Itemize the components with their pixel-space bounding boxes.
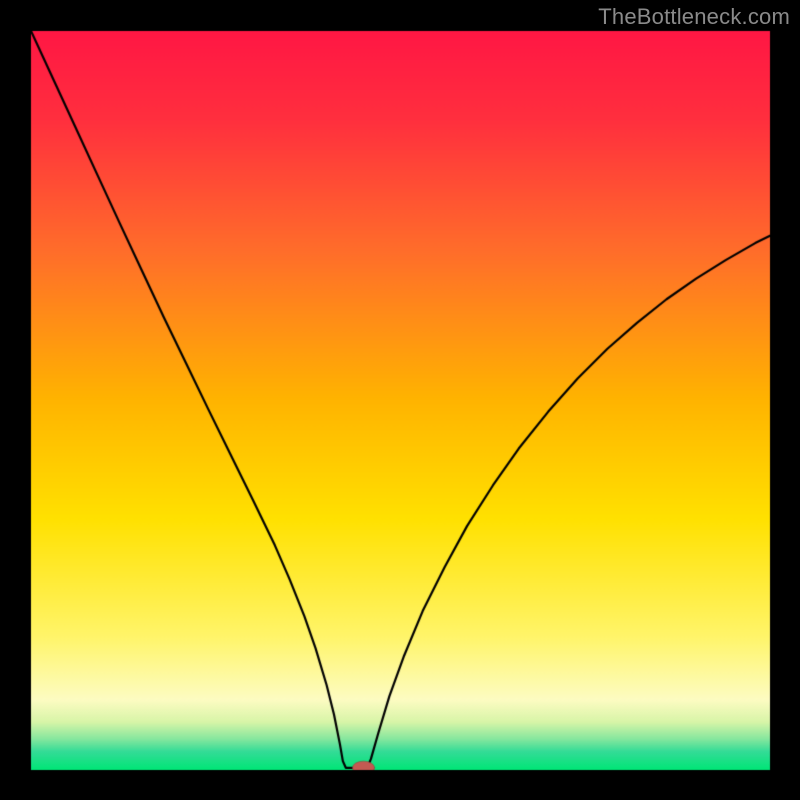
chart-container: TheBottleneck.com xyxy=(0,0,800,800)
bottleneck-curve-plot xyxy=(0,0,800,800)
watermark-label: TheBottleneck.com xyxy=(598,4,790,30)
